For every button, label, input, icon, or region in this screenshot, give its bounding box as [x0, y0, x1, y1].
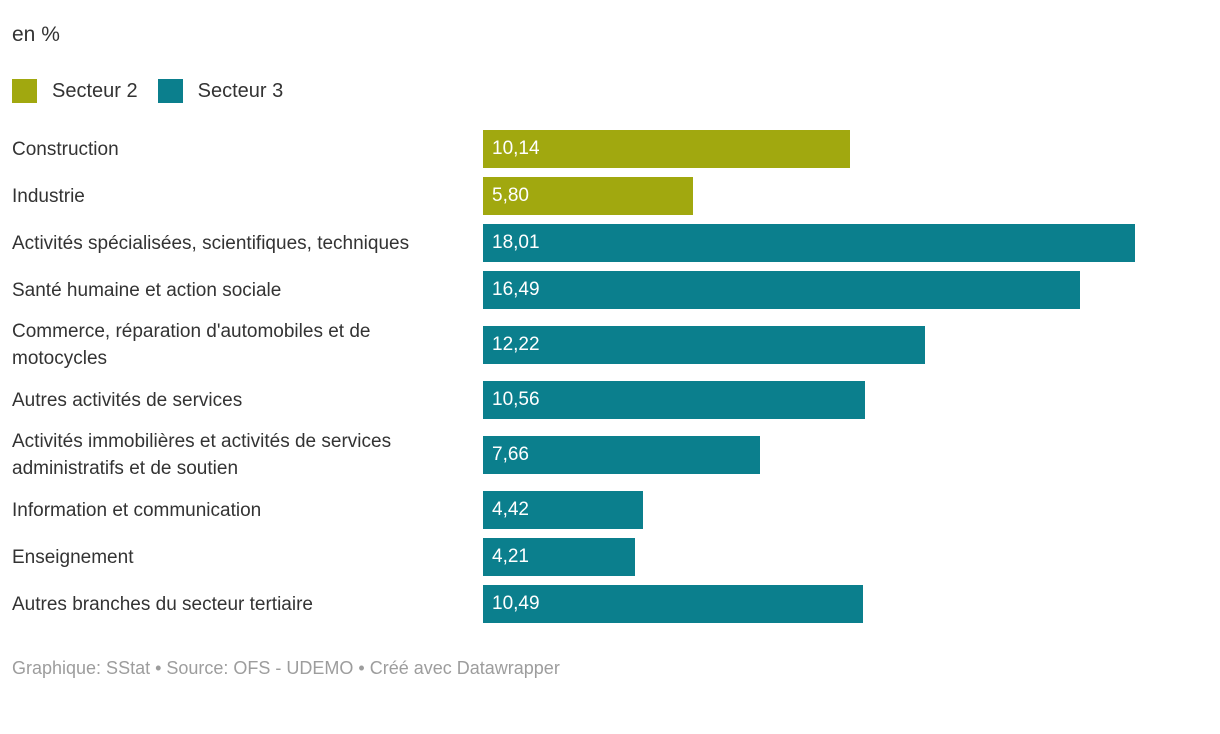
bar-value-label: 12,22 [492, 334, 540, 355]
bar[interactable]: 16,49 [483, 271, 1080, 309]
category-label: Construction [12, 138, 119, 160]
bar-value-label: 18,01 [492, 232, 540, 253]
bar-row: Autres activités de services 10,56 [12, 381, 1208, 419]
legend-color-swatch [12, 79, 37, 103]
bar-value-label: 4,42 [492, 499, 529, 520]
bar[interactable]: 10,14 [483, 130, 851, 168]
legend-item: Secteur 3 [157, 79, 284, 103]
bar-value-label: 10,56 [492, 389, 540, 410]
legend-item: Secteur 2 [12, 79, 138, 103]
legend: Secteur 2 Secteur 3 [12, 79, 1208, 103]
category-label: Activités immobilières et activités de s… [12, 431, 392, 479]
bar-area: 5,80 [483, 177, 1208, 215]
bar-area: 10,56 [483, 381, 1208, 419]
legend-label: Secteur 3 [197, 79, 284, 102]
bar-area: 4,21 [483, 538, 1208, 576]
category-label: Industrie [12, 185, 85, 207]
category-label: Santé humaine et action sociale [12, 279, 282, 301]
bar[interactable]: 12,22 [483, 326, 926, 364]
bar-chart-rows: Construction 10,14 Industrie 5,80 Activi… [12, 130, 1208, 623]
category-label: Information et communication [12, 499, 262, 521]
bar[interactable]: 4,42 [483, 491, 643, 529]
legend-color-swatch [157, 79, 183, 103]
category-label: Autres activités de services [12, 389, 243, 411]
bar-row: Activités immobilières et activités de s… [12, 428, 1208, 482]
category-label: Autres branches du secteur tertiaire [12, 593, 313, 615]
bar-value-label: 4,21 [492, 546, 529, 567]
bar-row: Activités spécialisées, scientifiques, t… [12, 224, 1208, 262]
bar[interactable]: 4,21 [483, 538, 636, 576]
bar-area: 4,42 [483, 491, 1208, 529]
bar-area: 18,01 [483, 224, 1208, 262]
bar-row: Autres branches du secteur tertiaire 10,… [12, 585, 1208, 623]
chart-container: en % Secteur 2 Secteur 3 Construction 10… [12, 22, 1208, 679]
bar-row: Information et communication 4,42 [12, 491, 1208, 529]
category-label: Commerce, réparation d'automobiles et de… [12, 321, 371, 369]
bar-row: Santé humaine et action sociale 16,49 [12, 271, 1208, 309]
bar-area: 10,49 [483, 585, 1208, 623]
category-label: Activités spécialisées, scientifiques, t… [12, 232, 410, 254]
bar-area: 12,22 [483, 326, 1208, 364]
bar[interactable]: 18,01 [483, 224, 1135, 262]
bar-value-label: 7,66 [492, 444, 529, 465]
bar[interactable]: 7,66 [483, 436, 761, 474]
bar[interactable]: 5,80 [483, 177, 693, 215]
bar-area: 16,49 [483, 271, 1208, 309]
bar-area: 10,14 [483, 130, 1208, 168]
bar-area: 7,66 [483, 436, 1208, 474]
category-label: Enseignement [12, 546, 134, 568]
footer-attribution: Graphique: SStat • Source: OFS - UDEMO •… [12, 658, 560, 678]
bar[interactable]: 10,56 [483, 381, 866, 419]
bar-value-label: 16,49 [492, 279, 540, 300]
bar-row: Construction 10,14 [12, 130, 1208, 168]
bar[interactable]: 10,49 [483, 585, 863, 623]
bar-row: Commerce, réparation d'automobiles et de… [12, 318, 1208, 372]
bar-value-label: 5,80 [492, 185, 529, 206]
bar-row: Enseignement 4,21 [12, 538, 1208, 576]
bar-row: Industrie 5,80 [12, 177, 1208, 215]
bar-value-label: 10,49 [492, 593, 540, 614]
bar-value-label: 10,14 [492, 138, 540, 159]
chart-title: en % [12, 23, 60, 46]
legend-label: Secteur 2 [52, 79, 138, 102]
